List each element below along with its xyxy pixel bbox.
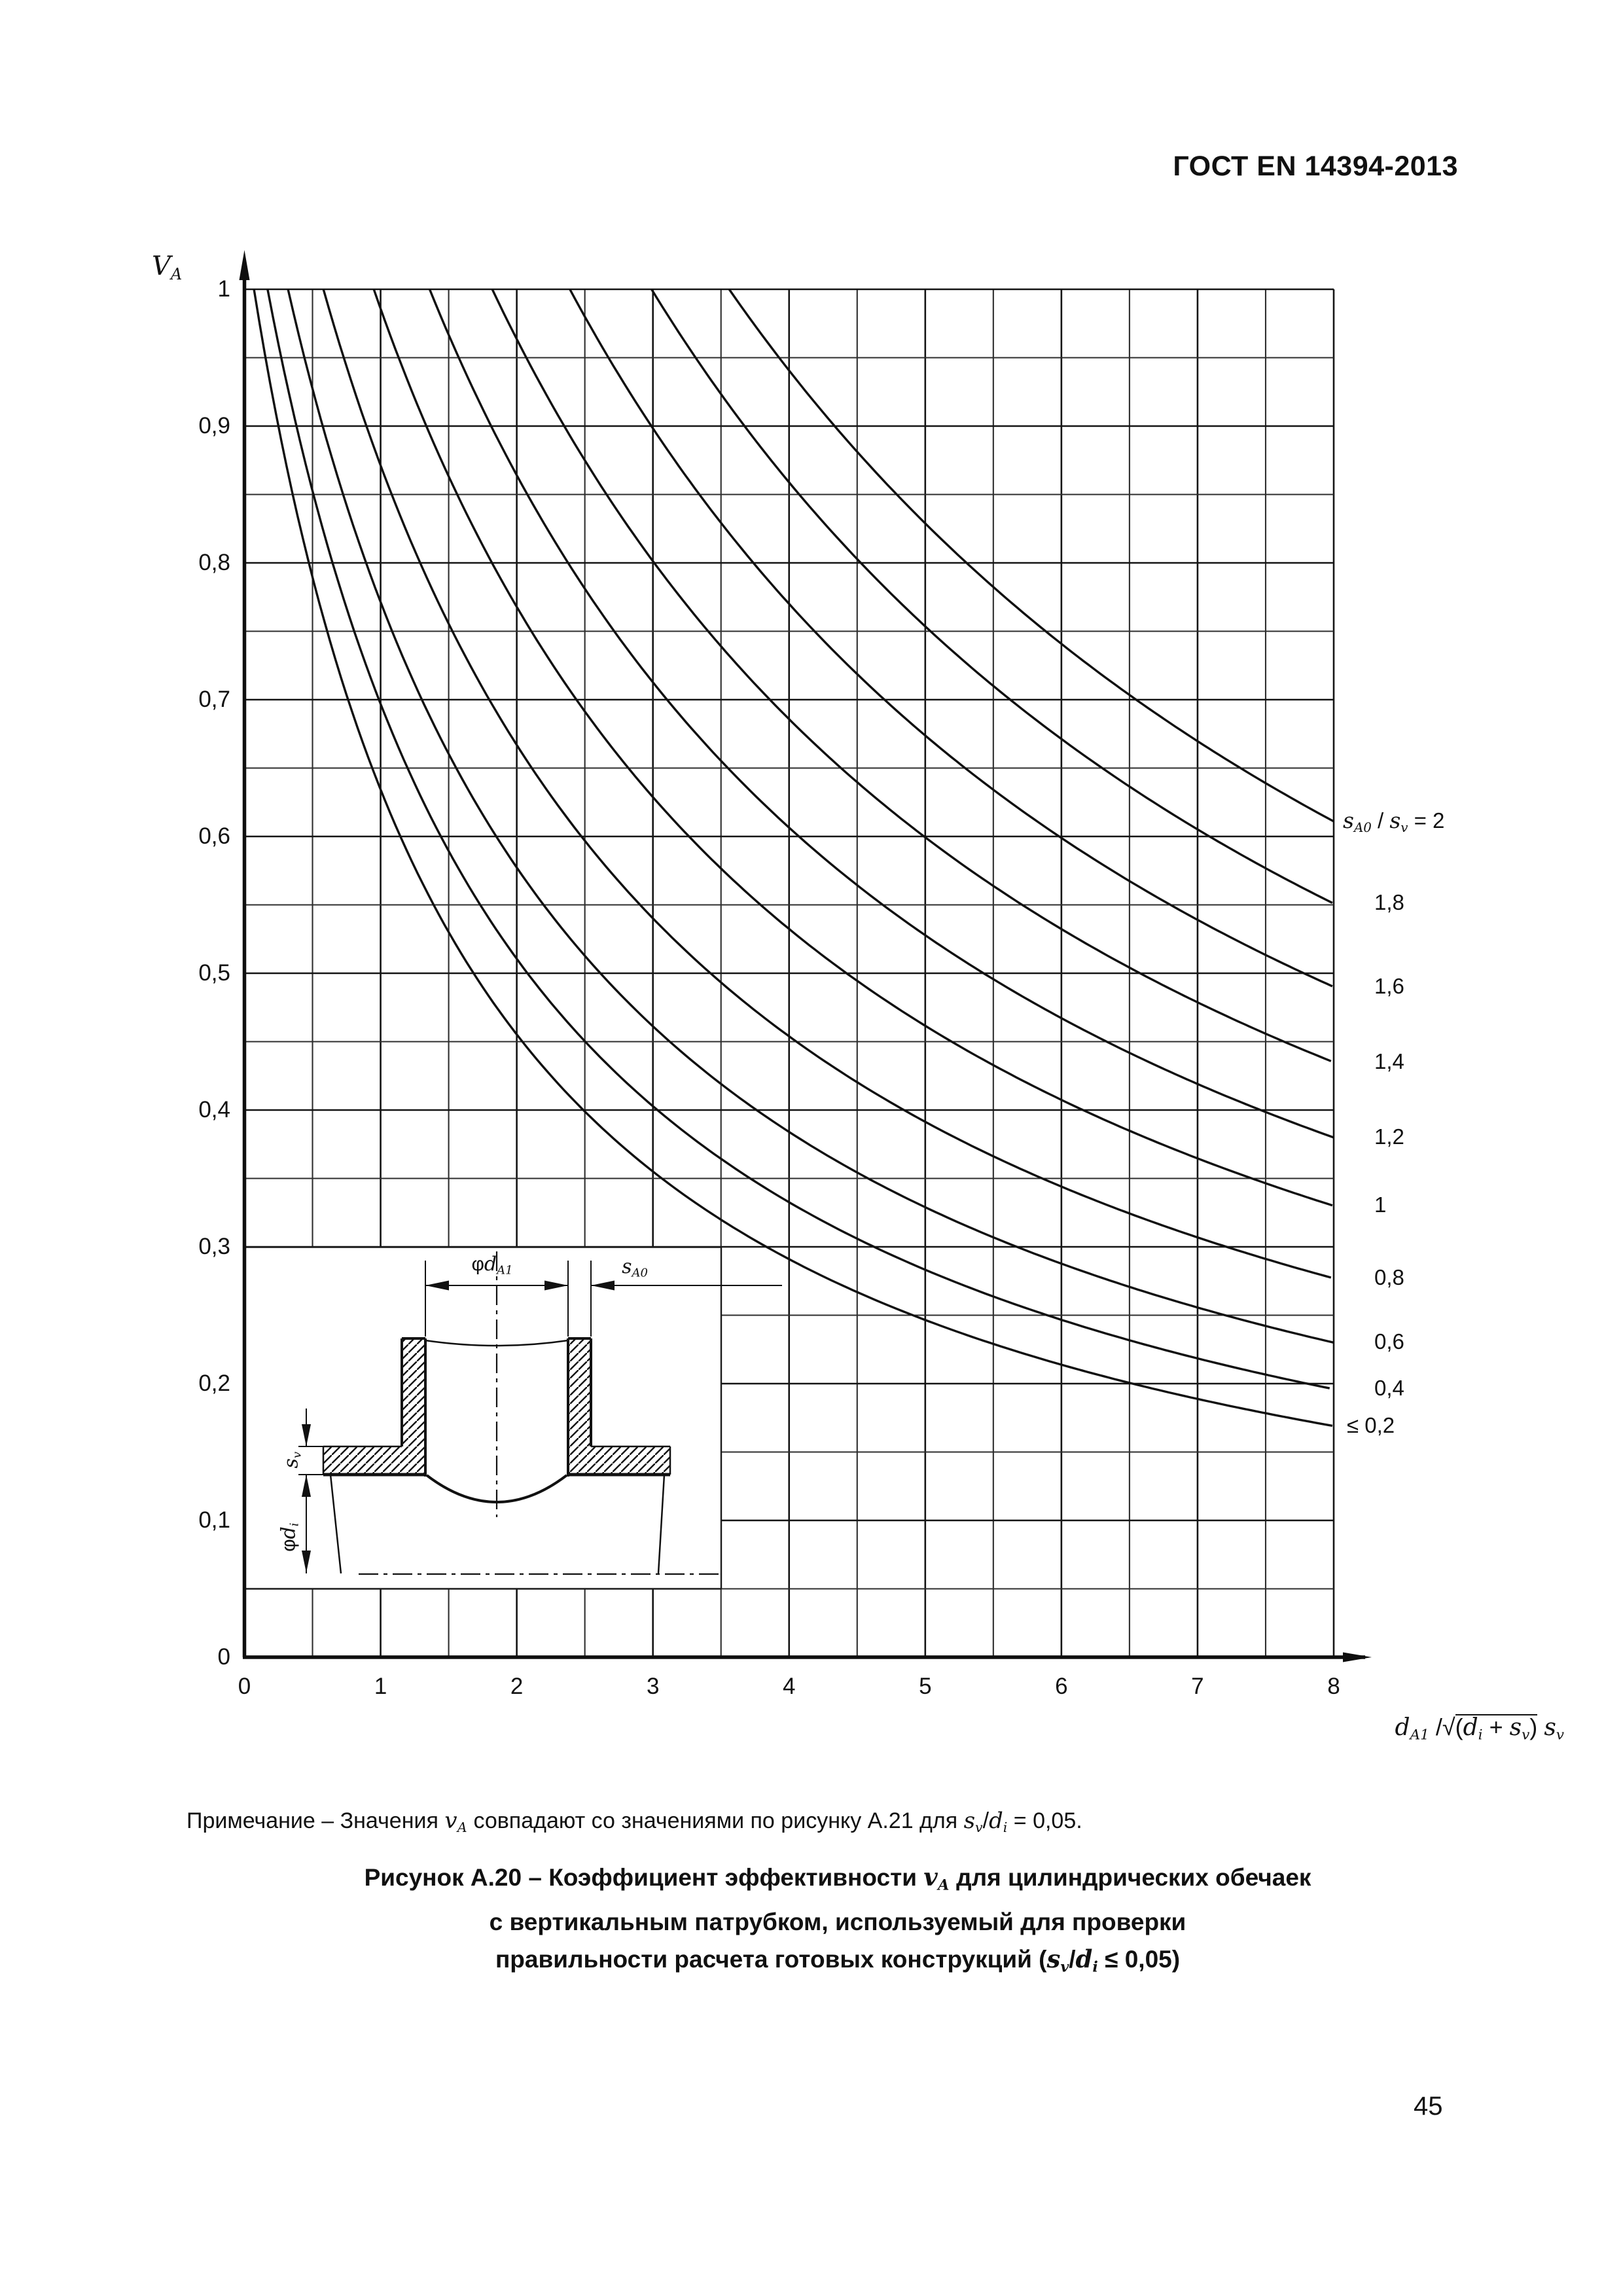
curve-ratio-2 bbox=[728, 289, 1334, 823]
document-header: ГОСТ EN 14394-2013 bbox=[1173, 151, 1458, 182]
figure-caption: Рисунок А.20 – Коэффициент эффективности… bbox=[262, 1859, 1414, 1985]
y-tick-label: 0,4 bbox=[198, 1097, 230, 1122]
y-tick-label: 1 bbox=[217, 276, 230, 302]
inset-border bbox=[245, 1246, 722, 1590]
caption-line-1: Рисунок А.20 – Коэффициент эффективности… bbox=[364, 1863, 1311, 1894]
curve-ratio-1.8 bbox=[651, 289, 1333, 905]
caption-line-2: с вертикальным патрубком, используемый д… bbox=[489, 1908, 1186, 1935]
y-tick-label: 0,2 bbox=[198, 1371, 230, 1396]
y-tick-label: 0,5 bbox=[198, 960, 230, 986]
curve-label-1.2: 1,2 bbox=[1374, 1124, 1404, 1149]
inset-label-s-v: sv bbox=[279, 1451, 304, 1469]
x-axis-title: dA1 /√(di + sv) sv bbox=[975, 1713, 1564, 1743]
y-tick-label: 0,7 bbox=[198, 687, 230, 712]
curve-label-2: sA0 / sv = 2 bbox=[1343, 808, 1445, 835]
curve-ratio-1.2 bbox=[428, 289, 1334, 1139]
curve-ratio-1.6 bbox=[569, 289, 1333, 988]
inset-background bbox=[245, 1247, 721, 1588]
radical-sign: √ bbox=[1442, 1713, 1455, 1740]
curve-label-0.4: 0,4 bbox=[1374, 1376, 1404, 1401]
curve-label-1.8: 1,8 bbox=[1374, 890, 1404, 915]
y-axis-arrow-icon bbox=[239, 250, 250, 280]
x-tick-label: 1 bbox=[374, 1674, 387, 1699]
chart-curves bbox=[253, 289, 1334, 1427]
curve-label-1.6: 1,6 bbox=[1374, 973, 1404, 998]
inset-drawing bbox=[298, 1251, 782, 1575]
figure-note: Примечание – Значения vА совпадают со зн… bbox=[187, 1808, 1082, 1836]
x-tick-label: 7 bbox=[1191, 1674, 1204, 1699]
curve-label-1.4: 1,4 bbox=[1374, 1049, 1404, 1073]
x-axis-title-pre: dA1 / bbox=[1395, 1713, 1442, 1744]
y-tick-label: 0 bbox=[217, 1644, 230, 1670]
curve-label-1: 1 bbox=[1374, 1193, 1387, 1217]
curve-ratio-1 bbox=[372, 289, 1333, 1207]
x-tick-label: 3 bbox=[646, 1674, 660, 1699]
inset-label-d-i: φdi bbox=[277, 1522, 302, 1552]
x-tick-label: 8 bbox=[1327, 1674, 1340, 1699]
x-tick-label: 2 bbox=[510, 1674, 524, 1699]
curve-label-0.6: 0,6 bbox=[1374, 1329, 1404, 1354]
x-axis-title-post: sv bbox=[1544, 1714, 1564, 1744]
x-tick-label: 4 bbox=[783, 1674, 796, 1699]
curve-ratio-0.2 bbox=[253, 289, 1333, 1427]
x-tick-label: 0 bbox=[238, 1674, 251, 1699]
curve-ratio-0.4 bbox=[266, 289, 1330, 1390]
x-tick-label: 6 bbox=[1055, 1674, 1068, 1699]
x-tick-label: 5 bbox=[919, 1674, 932, 1699]
caption-line-3: правильности расчета готовых конструкций… bbox=[495, 1944, 1181, 1976]
y-tick-label: 0,8 bbox=[198, 550, 230, 575]
y-tick-label: 0,9 bbox=[198, 413, 230, 439]
curve-ratio-0.8 bbox=[322, 289, 1332, 1279]
y-tick-label: 0,3 bbox=[198, 1234, 230, 1259]
chart-axes bbox=[239, 250, 1372, 1662]
inset-label-s-a0: sA0 bbox=[622, 1255, 648, 1280]
curve-label-0.2: ≤ 0,2 bbox=[1347, 1412, 1395, 1437]
inset-label-d-a1: φdA1 bbox=[471, 1253, 513, 1278]
curve-label-0.8: 0,8 bbox=[1374, 1265, 1404, 1290]
y-tick-label: 0,1 bbox=[198, 1507, 230, 1533]
x-axis-title-under-radical: (di + sv) bbox=[1455, 1713, 1538, 1744]
page-number: 45 bbox=[1414, 2092, 1443, 2121]
y-tick-label: 0,6 bbox=[198, 823, 230, 849]
y-axis-title: VA bbox=[152, 251, 183, 284]
x-axis-arrow-icon bbox=[1343, 1652, 1372, 1662]
curve-ratio-0.6 bbox=[287, 289, 1334, 1344]
curve-ratio-1.4 bbox=[491, 289, 1332, 1062]
